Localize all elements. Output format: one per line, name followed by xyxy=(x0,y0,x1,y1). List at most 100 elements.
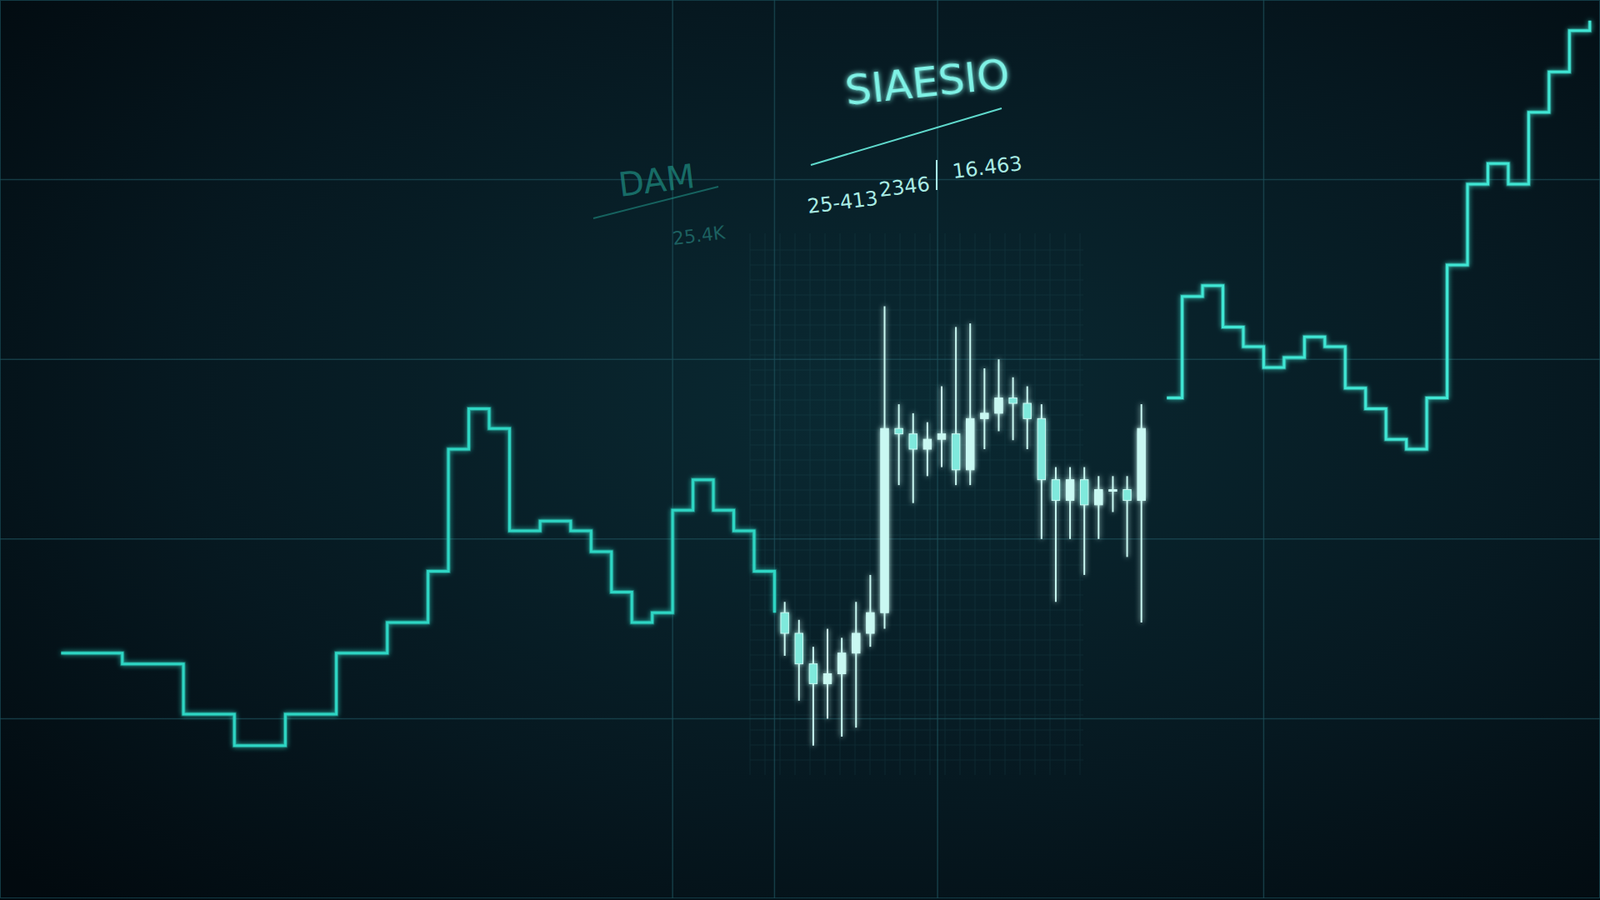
candle-wick xyxy=(912,413,915,504)
candle-body xyxy=(809,664,817,685)
annotation: 25-413 xyxy=(805,186,880,219)
separator xyxy=(935,160,938,190)
mesh-line xyxy=(1020,233,1021,775)
candle-body xyxy=(1037,418,1045,480)
mesh-line xyxy=(840,233,841,775)
candle-body xyxy=(1023,403,1031,419)
mesh-line xyxy=(750,715,1084,716)
mesh-line xyxy=(750,610,1084,611)
candle-wick xyxy=(1012,377,1015,440)
candle-wick xyxy=(869,575,871,647)
candle-body xyxy=(1009,398,1017,404)
candle-body xyxy=(1137,428,1145,500)
mesh-line xyxy=(975,233,976,775)
mesh-line xyxy=(750,475,1084,476)
mesh-line xyxy=(750,430,1084,431)
annotation: DAM xyxy=(615,156,697,205)
mesh-line xyxy=(750,745,1084,746)
mesh-line xyxy=(750,400,1084,401)
candle-body xyxy=(1051,480,1060,501)
mesh-line xyxy=(765,233,766,775)
candle-body xyxy=(780,612,789,634)
grid-line-y xyxy=(0,179,1600,181)
candle-body xyxy=(995,398,1003,414)
annotation: 2346 xyxy=(877,172,931,202)
mesh-line xyxy=(750,700,1084,701)
mesh-line xyxy=(750,625,1084,626)
title: SIAESIO xyxy=(842,50,1012,115)
mesh-line xyxy=(750,595,1084,596)
mesh-line xyxy=(1050,233,1051,775)
mesh-line xyxy=(750,295,1084,296)
candle-body xyxy=(966,418,975,470)
candle-wick xyxy=(940,386,943,468)
mesh-line xyxy=(960,233,961,775)
candle-body xyxy=(951,434,960,470)
candle-body xyxy=(1095,490,1103,505)
mesh-line xyxy=(855,233,856,775)
mesh-line xyxy=(990,233,991,775)
mesh-line xyxy=(930,233,931,775)
chart: SIAESIO DAM 25-4132346 16.463 25.4K xyxy=(0,0,1600,900)
candle-body xyxy=(852,633,860,654)
mesh-line xyxy=(810,233,811,775)
mesh-line xyxy=(825,233,826,775)
annotation: 16.463 xyxy=(950,151,1024,184)
grid-line-x xyxy=(774,0,776,899)
mesh-line xyxy=(1005,233,1006,775)
mesh-line xyxy=(750,490,1084,491)
candle-body xyxy=(1109,490,1117,492)
candle-body xyxy=(1080,480,1088,505)
candle-wick xyxy=(997,359,1000,431)
candle-body xyxy=(823,674,831,685)
candles xyxy=(780,306,1145,746)
mesh-line xyxy=(1065,233,1066,775)
candle-body xyxy=(1065,480,1074,501)
mesh-line xyxy=(915,233,916,775)
line-halo xyxy=(60,408,775,745)
mesh-line xyxy=(780,233,781,775)
candle-wick xyxy=(983,368,985,450)
mesh-line xyxy=(750,565,1084,566)
mesh-line xyxy=(750,685,1084,686)
annotation: 25.4K xyxy=(671,221,728,250)
candle-wick xyxy=(855,601,857,728)
mesh-line xyxy=(750,385,1084,386)
candle-body xyxy=(937,434,945,440)
mesh-line xyxy=(750,460,1084,461)
line-halo xyxy=(1166,20,1590,450)
candle-body xyxy=(895,428,903,434)
labels: SIAESIO DAM 25-4132346 16.463 25.4K xyxy=(593,50,1024,250)
candle-body xyxy=(1123,490,1131,501)
mesh-line xyxy=(750,280,1084,281)
grid-line-x xyxy=(671,0,674,899)
grid-line-y xyxy=(0,718,1600,720)
mesh-line xyxy=(750,233,751,775)
mesh-line xyxy=(750,340,1084,341)
grid-line-y xyxy=(0,538,1600,540)
candle-body xyxy=(795,633,803,665)
mesh-line xyxy=(795,233,796,775)
mesh-line xyxy=(750,670,1084,671)
candle-body xyxy=(866,612,875,634)
marks xyxy=(60,20,1590,746)
label-rule xyxy=(593,186,719,219)
grid-line-y xyxy=(0,358,1600,360)
candle-wick xyxy=(898,404,900,485)
mesh-line xyxy=(750,370,1084,371)
plot-frame xyxy=(0,0,1600,899)
line-series xyxy=(60,408,775,745)
grid xyxy=(0,0,1600,899)
mesh-line xyxy=(750,580,1084,581)
candle-wick xyxy=(1111,475,1114,512)
candle-body xyxy=(980,413,989,419)
candle-body xyxy=(909,434,917,450)
mesh-line xyxy=(750,265,1084,266)
candle-body xyxy=(837,653,845,675)
candle-wick xyxy=(1097,475,1100,539)
mesh-line xyxy=(750,550,1084,551)
candle-body xyxy=(880,428,889,613)
title-rule xyxy=(810,108,1002,165)
mesh-line xyxy=(900,233,901,775)
mesh-line xyxy=(750,325,1084,326)
